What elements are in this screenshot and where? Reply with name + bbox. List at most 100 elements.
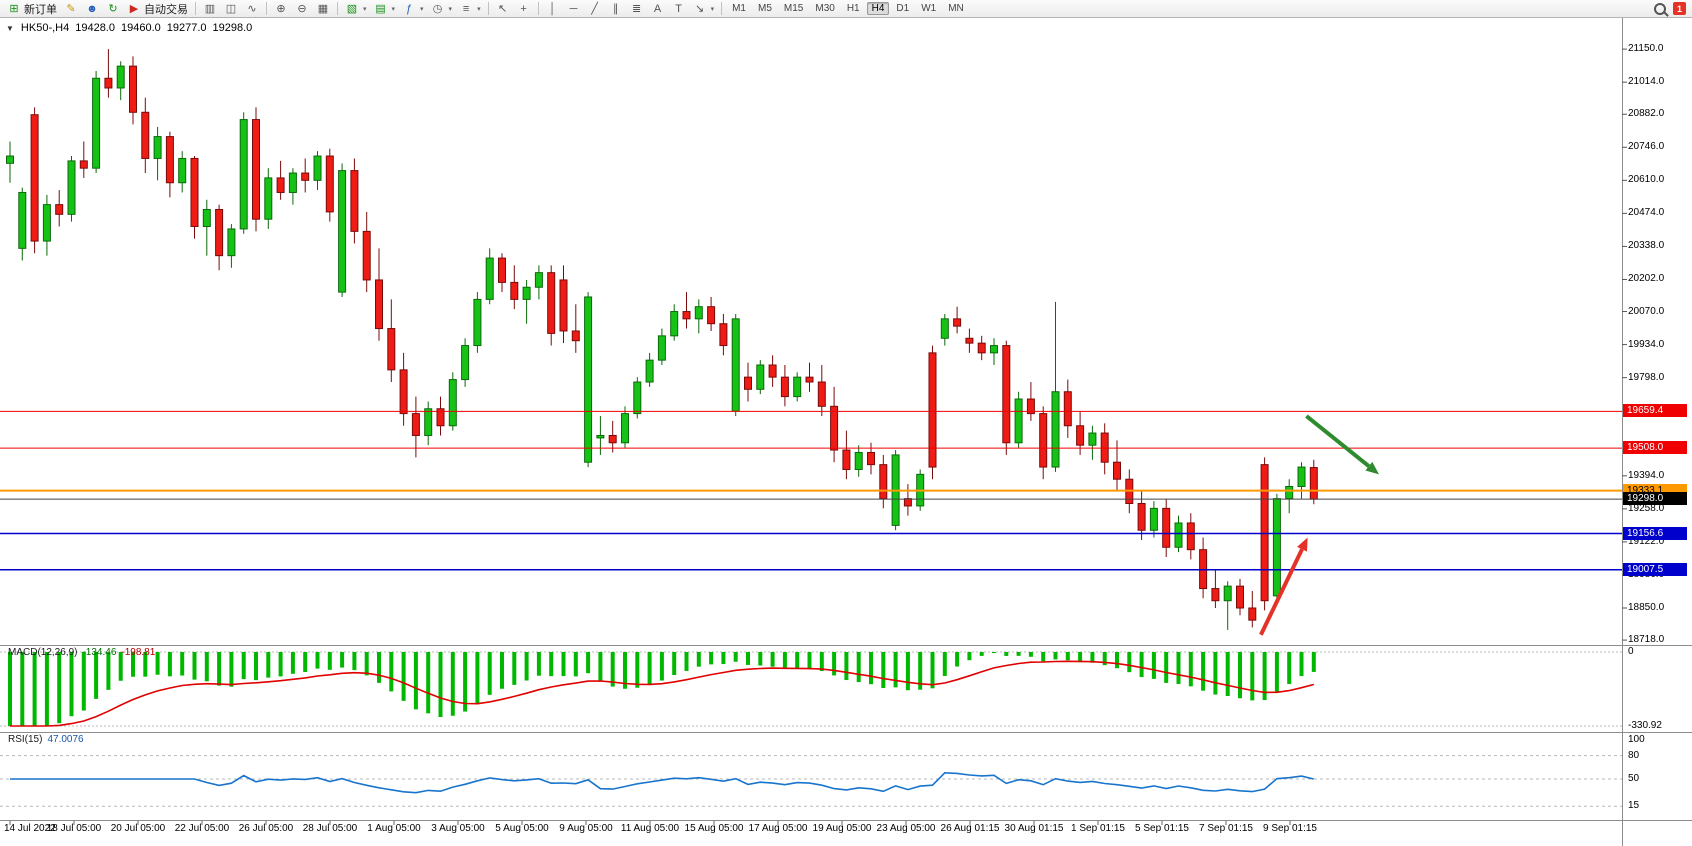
price-tick: 19394.0 [1628, 469, 1665, 481]
toolbar: ⊞ 新订单 ✎ ☻ ↻ ▶ 自动交易 ▥ ◫ ∿ ⊕ ⊖ ▦ ▧ ▾ ▤ ▾ ƒ ▾ … [0, 0, 1692, 18]
green-down-arrow[interactable] [1305, 414, 1379, 475]
zoom-out-icon[interactable]: ⊖ [297, 2, 307, 15]
vertical-line-icon[interactable]: │ [549, 2, 557, 15]
chevron-down-icon: ▾ [420, 5, 424, 13]
auto-trading-icon: ▶ [129, 2, 139, 15]
chevron-down-icon: ▾ [448, 5, 453, 13]
chevron-down-icon: ▾ [363, 5, 367, 13]
price-badge: 19659.4 [1623, 404, 1687, 418]
time-axis-label: 3 Aug 05:00 [431, 823, 485, 834]
rsi-axis-label: 100 [1628, 734, 1645, 745]
time-axis-label: 23 Aug 05:00 [876, 823, 936, 834]
rsi-axis-label: 80 [1628, 749, 1640, 761]
arrow-shape-icon: ↘ [694, 2, 705, 15]
new-order-button[interactable]: ⊞ 新订单 [4, 1, 60, 17]
rsi-axis-label: 15 [1628, 800, 1640, 812]
timeframe-m5[interactable]: M5 [758, 2, 772, 14]
price-tick: 20070.0 [1628, 305, 1665, 317]
templates-button[interactable]: ≡ ▾ [456, 1, 484, 17]
red-up-arrow[interactable] [1259, 537, 1308, 636]
chart-profiles-button[interactable]: ▤ ▾ [371, 1, 399, 17]
price-badge: 19007.5 [1623, 562, 1687, 576]
notification-badge[interactable]: 1 [1673, 2, 1686, 15]
timeframe-h4[interactable]: H4 [866, 1, 890, 15]
timeframe-mn[interactable]: MN [948, 2, 964, 14]
toolbar-separator [721, 2, 723, 15]
price-tick: 19122.0 [1628, 535, 1665, 547]
zoom-in-icon[interactable]: ⊕ [276, 2, 286, 15]
label-icon[interactable]: T [675, 2, 682, 15]
price-tick: 20338.0 [1628, 240, 1665, 252]
search-icon[interactable] [1654, 2, 1666, 15]
rsi-line [10, 771, 1314, 794]
time-axis-label: 9 Sep 01:15 [1263, 823, 1317, 834]
tile-windows-icon[interactable]: ▦ [317, 2, 329, 15]
channel-icon[interactable]: ∥ [612, 2, 619, 15]
chevron-down-icon: ▾ [477, 5, 481, 13]
price-tick: 20202.0 [1628, 273, 1665, 285]
timeframe-group: M1 M5 M15 M30 H1 H4 D1 W1 MN [726, 1, 970, 16]
price-tick: 19258.0 [1628, 502, 1665, 514]
time-axis-label: 9 Aug 05:00 [559, 823, 613, 834]
trendline-icon[interactable]: ╱ [591, 2, 598, 15]
line-chart-mode-icon[interactable]: ∿ [247, 2, 257, 15]
crosshair-icon[interactable]: + [520, 2, 527, 15]
timeframe-m15[interactable]: M15 [783, 2, 804, 14]
new-chart-icon: ▧ [346, 2, 358, 15]
time-axis-label: 19 Aug 05:00 [812, 823, 872, 834]
candlestick-mode-icon[interactable]: ◫ [225, 2, 237, 15]
periods-button[interactable]: ◷ ▾ [428, 1, 456, 17]
timeframe-m30[interactable]: M30 [815, 2, 835, 14]
new-order-icon: ⊞ [9, 2, 19, 15]
rsi-name: RSI(15) [8, 734, 43, 745]
timeframe-m1[interactable]: M1 [732, 2, 746, 14]
auto-trading-label: 自动交易 [144, 3, 188, 16]
low-value: 19277.0 [166, 22, 207, 34]
collapse-chart-toggle[interactable]: ▼ [6, 23, 14, 33]
price-badge: 19156.6 [1623, 526, 1687, 540]
chart-profile-icon: ▤ [375, 2, 386, 15]
macd-axis-label: 0 [1628, 646, 1634, 657]
styler-icon[interactable]: ✎ [66, 2, 76, 15]
chevron-down-icon: ▾ [710, 5, 715, 13]
time-axis-label: 30 Aug 01:15 [1004, 823, 1064, 834]
time-axis[interactable]: 14 Jul 2022 18 Jul 05:00 20 Jul 05:00 22 Ju… [0, 821, 1622, 846]
indicators-button[interactable]: ƒ ▾ [399, 1, 427, 17]
time-axis-label: 14 Jul 2022 [4, 823, 56, 834]
profile-icon[interactable]: ☻ [86, 2, 98, 15]
new-chart-button[interactable]: ▧ ▾ [342, 1, 370, 17]
price-tick: 19934.0 [1628, 338, 1665, 350]
time-axis-label: 28 Jul 05:00 [302, 823, 358, 834]
toolbar-separator [487, 2, 489, 15]
shapes-button[interactable]: ↘ ▾ [690, 1, 718, 17]
horizontal-line-icon[interactable]: ─ [569, 2, 578, 15]
bar-chart-mode-icon[interactable]: ▥ [204, 2, 216, 15]
price-tick: 20746.0 [1628, 141, 1665, 153]
toolbar-right: 1 [1654, 2, 1688, 15]
price-badge: 19298.0 [1623, 492, 1687, 506]
time-axis-label: 5 Aug 05:00 [495, 823, 549, 834]
price-tick: 19798.0 [1628, 371, 1665, 383]
price-tick: 20610.0 [1628, 174, 1665, 186]
chevron-down-icon: ▾ [391, 5, 396, 13]
open-value: 19428.0 [75, 22, 115, 34]
price-tick: 18718.0 [1628, 634, 1665, 646]
timeframe-h1[interactable]: H1 [846, 2, 860, 14]
auto-trading-button[interactable]: ▶ 自动交易 [124, 1, 191, 17]
text-icon[interactable]: A [653, 2, 662, 15]
fibonacci-icon[interactable]: ≣ [631, 2, 642, 15]
price-tick: 20474.0 [1628, 207, 1665, 219]
price-axis[interactable]: 21150.0 21014.0 20882.0 20746.0 20610.0 20474… [1623, 0, 1692, 846]
price-tick: 20882.0 [1628, 108, 1665, 120]
cursor-icon[interactable]: ↖ [497, 2, 508, 15]
candlestick-series [6, 49, 1318, 630]
time-axis-label: 22 Jul 05:00 [174, 823, 230, 834]
timeframe-w1[interactable]: W1 [921, 2, 937, 14]
time-axis-label: 26 Jul 05:00 [238, 823, 294, 834]
time-axis-label: 1 Aug 05:00 [367, 823, 421, 834]
timeframe-d1[interactable]: D1 [896, 2, 910, 14]
refresh-icon[interactable]: ↻ [108, 2, 118, 15]
price-tick: 21150.0 [1628, 43, 1664, 55]
